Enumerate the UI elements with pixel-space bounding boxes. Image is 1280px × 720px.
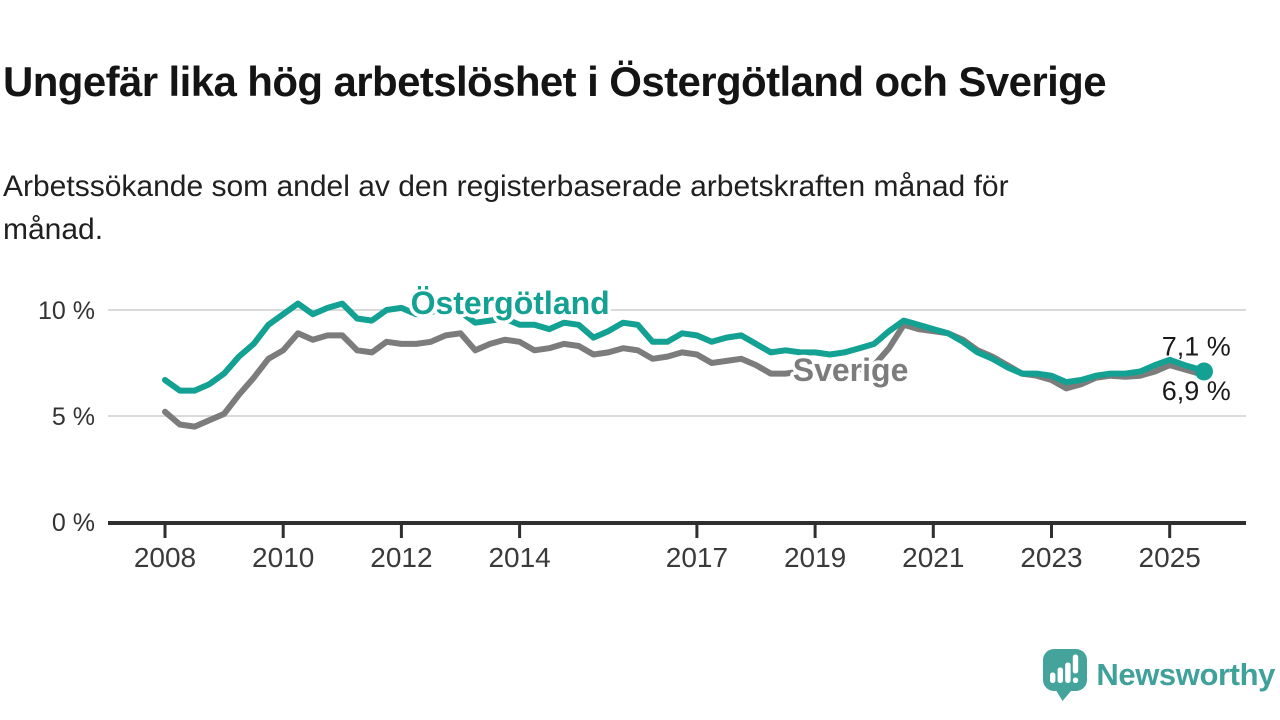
y-tick-label: 5 % (52, 403, 95, 431)
series-label-sverige: Sverige (793, 352, 909, 388)
x-tick-label: 2019 (784, 542, 846, 573)
x-tick-label: 2023 (1020, 542, 1082, 573)
x-tick-label: 2014 (488, 542, 550, 573)
newsworthy-wordmark: Newsworthy (1096, 657, 1275, 692)
chart-title: Ungefär lika hög arbetslöshet i Östergöt… (3, 58, 1107, 106)
series-end-dot-östergötland (1194, 362, 1213, 381)
x-tick-label: 2010 (252, 542, 314, 573)
series-line-östergötland (162, 300, 1207, 394)
end-value-label: 6,9 % (1162, 376, 1231, 406)
series-label-östergötland: Östergötland (411, 285, 610, 321)
newsworthy-logo: Newsworthy (1043, 649, 1275, 701)
newsworthy-bubble-bar-chart-icon (1043, 649, 1088, 701)
y-tick-label: 0 % (52, 509, 95, 537)
chart-subtitle: Arbetssökande som andel av den registerb… (3, 166, 1009, 251)
x-tick-label: 2012 (370, 542, 432, 573)
x-tick-label: 2017 (666, 542, 728, 573)
y-tick-label: 10 % (38, 297, 95, 325)
end-value-label: 7,1 % (1162, 332, 1231, 362)
x-tick-label: 2025 (1139, 542, 1201, 573)
chart-subtitle-line2: månad. (3, 212, 104, 246)
x-tick-label: 2021 (902, 542, 964, 573)
x-tick-label: 2008 (134, 542, 196, 573)
chart-subtitle-line1: Arbetssökande som andel av den registerb… (3, 170, 1009, 203)
